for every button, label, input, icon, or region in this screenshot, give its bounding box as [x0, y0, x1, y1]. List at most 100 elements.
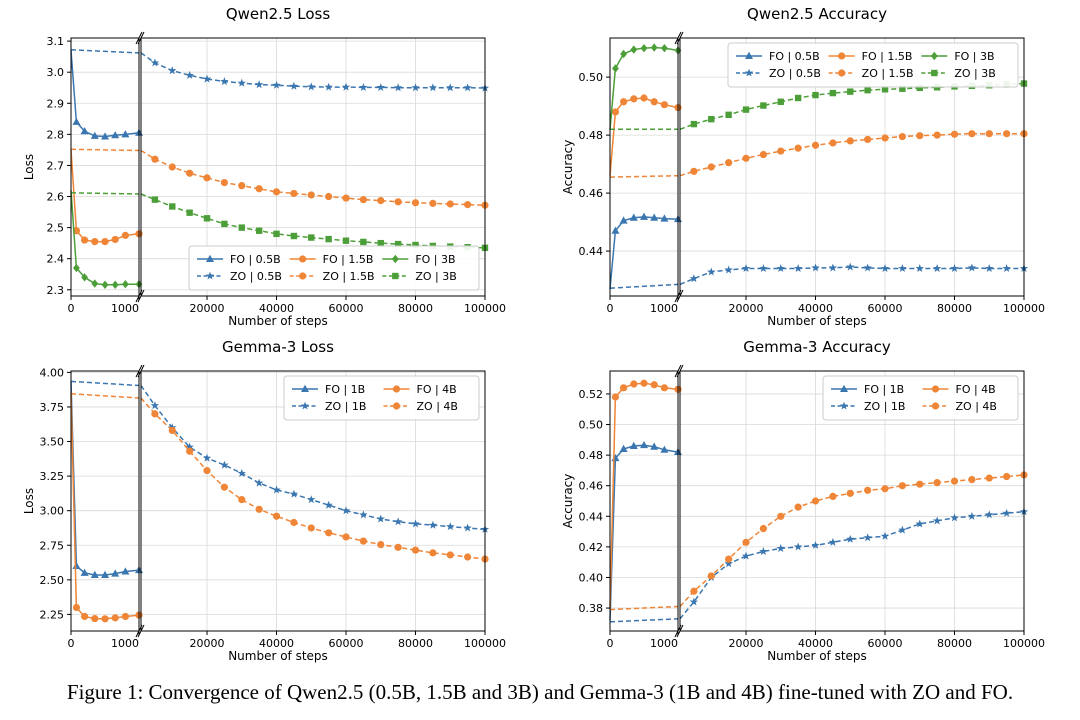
data-point — [464, 553, 472, 561]
x-tick-label: 1000 — [111, 302, 139, 315]
data-point — [464, 201, 472, 209]
axis-break-mark — [676, 31, 684, 45]
data-point — [121, 567, 130, 575]
data-point — [341, 506, 351, 515]
series-fo-3b — [609, 43, 682, 130]
data-point — [777, 147, 785, 155]
data-point — [612, 64, 619, 73]
series-line-left — [609, 174, 679, 178]
data-point — [611, 226, 620, 234]
data-point — [101, 570, 109, 578]
axis-frame-right — [140, 37, 486, 297]
axis-break-mark — [137, 31, 145, 45]
legend-marker — [392, 385, 401, 393]
data-point — [846, 534, 855, 543]
legend-label: FO | 1B — [864, 383, 904, 396]
data-point — [203, 174, 211, 182]
legend-entry-zo-3b: ZO | 3B — [921, 67, 996, 80]
legend-entry-fo-1-5b: FO | 1.5B — [289, 253, 373, 266]
data-point — [393, 83, 403, 92]
y-tick-label: 0.50 — [579, 71, 604, 84]
data-point — [619, 216, 628, 224]
legend-label: ZO | 1.5B — [323, 270, 375, 283]
axis-break-mark — [137, 364, 145, 378]
axis-break-mark — [135, 364, 143, 378]
data-point — [811, 141, 820, 149]
legend-entry-fo-1-5b: FO | 1.5B — [828, 50, 913, 63]
y-tick-label: 2.9 — [47, 97, 65, 110]
data-point — [881, 134, 889, 142]
legend-entry-fo-1b: FO | 1B — [831, 383, 904, 396]
data-point — [690, 167, 698, 175]
legend-marker — [391, 254, 399, 264]
data-point — [985, 510, 994, 519]
data-point — [968, 475, 976, 484]
y-tick-label: 0.52 — [579, 388, 604, 401]
series-zo-1b — [609, 507, 1029, 623]
legend: FO | 1B ZO | 1B FO | 4B ZO | 4B — [283, 375, 480, 421]
data-point — [394, 240, 402, 248]
data-point — [629, 213, 638, 221]
data-point — [359, 196, 367, 204]
data-point — [950, 477, 959, 485]
series-fo-1-5b — [70, 149, 143, 246]
data-point — [794, 94, 802, 102]
legend-label: ZO | 4B — [956, 400, 997, 413]
data-point — [812, 91, 819, 99]
axis-break-mark — [676, 364, 684, 378]
data-point — [254, 80, 264, 89]
data-point — [863, 263, 872, 272]
data-point — [359, 510, 368, 519]
data-point — [950, 130, 959, 138]
axis-frame-left — [70, 37, 140, 297]
legend-label: FO | 1.5B — [862, 50, 913, 63]
legend-marker — [931, 385, 940, 393]
legend-marker — [206, 254, 214, 262]
data-point — [307, 495, 316, 504]
data-point — [168, 163, 176, 171]
data-point — [759, 524, 767, 533]
y-tick-label: 3.50 — [40, 436, 65, 449]
data-point — [611, 393, 620, 401]
data-point — [203, 466, 211, 475]
axes: 0.44 0.46 0.48 0.50 0 1000 20000 40000 60000 8000… — [579, 31, 1045, 315]
data-point — [111, 614, 119, 622]
data-point — [864, 486, 872, 494]
data-point — [255, 505, 263, 513]
data-point — [325, 235, 332, 243]
legend-entry-zo-1-5b: ZO | 1.5B — [289, 270, 375, 283]
data-point — [650, 43, 658, 52]
y-tick-label: 3.00 — [40, 505, 65, 518]
series-zo-4b — [609, 471, 1028, 611]
data-point — [72, 603, 81, 612]
legend-marker — [300, 401, 310, 410]
data-point — [968, 130, 976, 138]
data-point — [932, 264, 942, 273]
data-point — [289, 489, 299, 498]
data-point — [620, 98, 628, 106]
legend-label: ZO | 1B — [864, 400, 905, 413]
y-tick-label: 4.00 — [40, 366, 65, 379]
y-tick-label: 2.5 — [47, 222, 65, 235]
data-point — [915, 264, 924, 273]
data-point — [794, 144, 802, 152]
data-point — [111, 569, 120, 577]
data-point — [377, 239, 384, 247]
data-point — [446, 522, 455, 531]
data-point — [111, 235, 119, 244]
series-line-left — [609, 97, 679, 176]
legend-entry-fo-0-5b: FO | 0.5B — [197, 253, 281, 266]
data-point — [811, 540, 820, 549]
axes: 2.25 2.50 2.75 3.00 3.25 3.50 3.75 4.00 0 1000 200… — [40, 364, 506, 650]
series-line-right — [679, 510, 1025, 620]
x-tick-label: 80000 — [937, 637, 972, 650]
data-point — [121, 231, 129, 239]
data-point — [660, 101, 669, 109]
series-line-right — [140, 397, 486, 560]
data-point — [446, 200, 454, 208]
data-point — [759, 547, 768, 556]
data-point — [220, 483, 228, 491]
legend-label: ZO | 3B — [415, 270, 456, 283]
data-point — [707, 267, 716, 276]
y-tick-label: 2.7 — [47, 159, 65, 172]
